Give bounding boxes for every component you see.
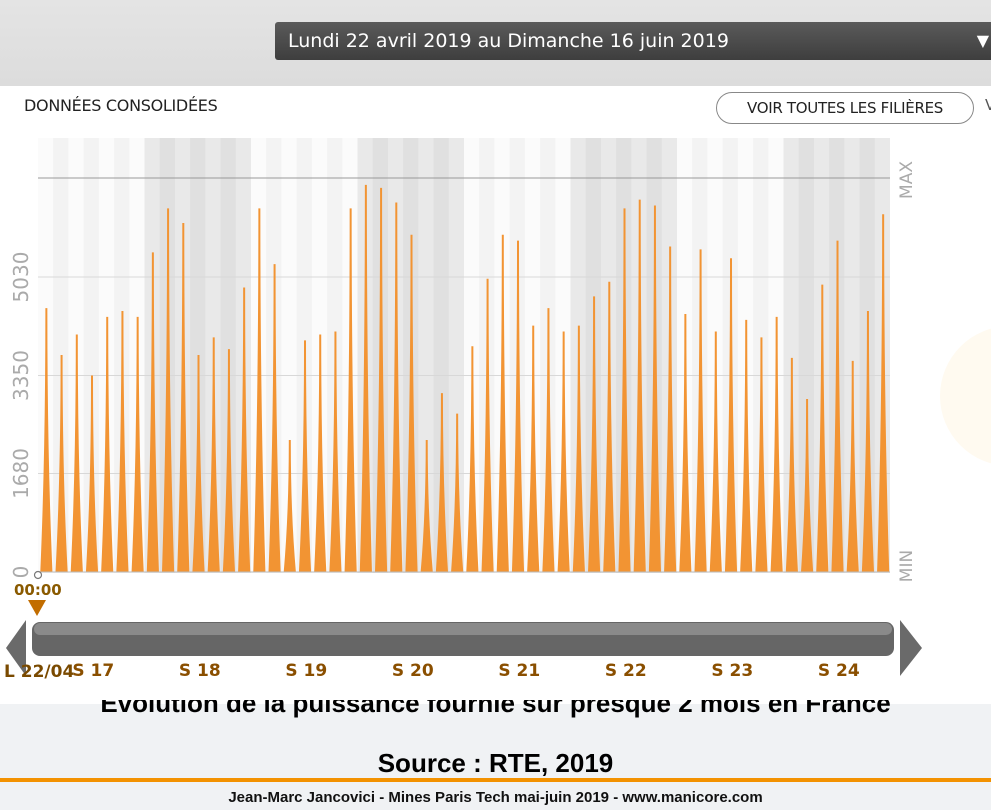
day-peak	[207, 337, 220, 572]
footer-credit: Jean-Marc Jancovici - Mines Paris Tech m…	[228, 789, 763, 806]
date-range-label: Lundi 22 avril 2019 au Dimanche 16 juin …	[288, 30, 729, 52]
day-peak	[298, 340, 312, 572]
day-peak	[55, 355, 68, 572]
day-peak	[70, 334, 83, 572]
day-peak	[709, 331, 722, 572]
day-peak	[435, 393, 449, 572]
day-peak	[101, 316, 114, 572]
origin-marker	[33, 570, 43, 580]
day-peak	[390, 202, 403, 572]
day-peak	[877, 214, 890, 572]
day-peak	[420, 440, 433, 572]
date-range-select[interactable]: Lundi 22 avril 2019 au Dimanche 16 juin …	[275, 22, 991, 60]
day-peak	[511, 240, 525, 572]
day-peak	[329, 331, 342, 572]
week-label: S 20	[392, 661, 434, 681]
position-marker-icon[interactable]	[28, 600, 46, 616]
triangle-down-icon: ▼	[976, 31, 989, 50]
day-peak	[40, 308, 53, 572]
day-peak	[572, 325, 585, 572]
day-peak	[344, 208, 357, 572]
day-peak	[740, 319, 753, 572]
day-peak	[374, 187, 388, 573]
week-label: S 18	[179, 661, 221, 681]
caption-source: Source : RTE, 2019	[377, 748, 614, 778]
day-peak	[664, 246, 677, 572]
day-peak	[755, 337, 768, 572]
day-peak	[85, 375, 99, 572]
day-peak	[557, 331, 570, 572]
day-peak	[648, 205, 662, 572]
day-peak	[131, 316, 144, 572]
day-peak	[587, 296, 601, 572]
day-peak	[846, 360, 859, 572]
week-label: S 24	[818, 661, 860, 681]
scrollbar-highlight	[34, 623, 892, 635]
week-label: S 21	[498, 661, 540, 681]
day-peak	[466, 346, 479, 572]
y-tick-label: 5030	[9, 252, 33, 303]
day-peak	[527, 325, 540, 572]
day-peak	[694, 249, 707, 572]
week-label: S 17	[72, 661, 114, 681]
day-peak	[496, 234, 509, 572]
day-peak	[831, 240, 844, 572]
caption-title: Evolution de la puissance fournie sur pr…	[100, 700, 891, 718]
day-peak	[177, 223, 190, 572]
day-stripe	[798, 138, 814, 573]
y-min-label: MIN	[897, 550, 917, 582]
day-peak	[161, 208, 175, 572]
day-peak	[253, 208, 266, 572]
day-peak	[679, 313, 692, 572]
day-peak	[283, 440, 296, 572]
day-peak	[146, 252, 159, 572]
cropped-pie	[940, 328, 991, 464]
day-peak	[116, 311, 129, 572]
day-peak	[618, 208, 631, 572]
day-peak	[861, 311, 875, 572]
week-label: S 22	[605, 661, 647, 681]
panel-title: DONNÉES CONSOLIDÉES	[24, 96, 218, 115]
day-peak	[542, 308, 555, 572]
y-tick-label: 1680	[9, 448, 33, 499]
orange-divider	[0, 778, 991, 782]
day-peak	[785, 357, 798, 572]
day-peak	[800, 398, 814, 572]
week-label: S 19	[285, 661, 327, 681]
day-peak	[816, 284, 829, 572]
day-peak	[481, 278, 494, 572]
week-label: S 23	[711, 661, 753, 681]
day-peak	[222, 349, 236, 572]
day-peak	[633, 199, 646, 572]
power-chart: 0 1680 3350 5030 MAX MIN 00:00 L 22/04S 17 S 18 S…	[4, 138, 991, 682]
cropped-button[interactable]: V	[985, 96, 991, 114]
scroll-right-arrow-icon[interactable]	[900, 620, 922, 676]
day-peak	[451, 413, 464, 572]
start-time-label: 00:00	[14, 581, 62, 599]
day-peak	[314, 334, 327, 572]
day-peak	[192, 355, 205, 572]
day-peak	[405, 234, 418, 572]
view-all-sectors-button[interactable]: VOIR TOUTES LES FILIÈRES	[716, 92, 974, 124]
y-max-label: MAX	[897, 161, 917, 199]
day-peak	[238, 287, 251, 572]
day-peak	[268, 264, 281, 572]
day-peak	[724, 258, 738, 572]
x-start-label: L 22/04	[4, 662, 74, 682]
scroll-left-arrow-icon[interactable]	[6, 620, 26, 676]
day-stripe	[433, 138, 449, 573]
day-peak	[770, 316, 783, 572]
y-tick-label: 0	[9, 566, 33, 579]
y-tick-label: 3350	[9, 350, 33, 401]
day-peak	[603, 281, 616, 572]
day-peak	[359, 184, 372, 572]
day-stripe	[83, 138, 99, 573]
